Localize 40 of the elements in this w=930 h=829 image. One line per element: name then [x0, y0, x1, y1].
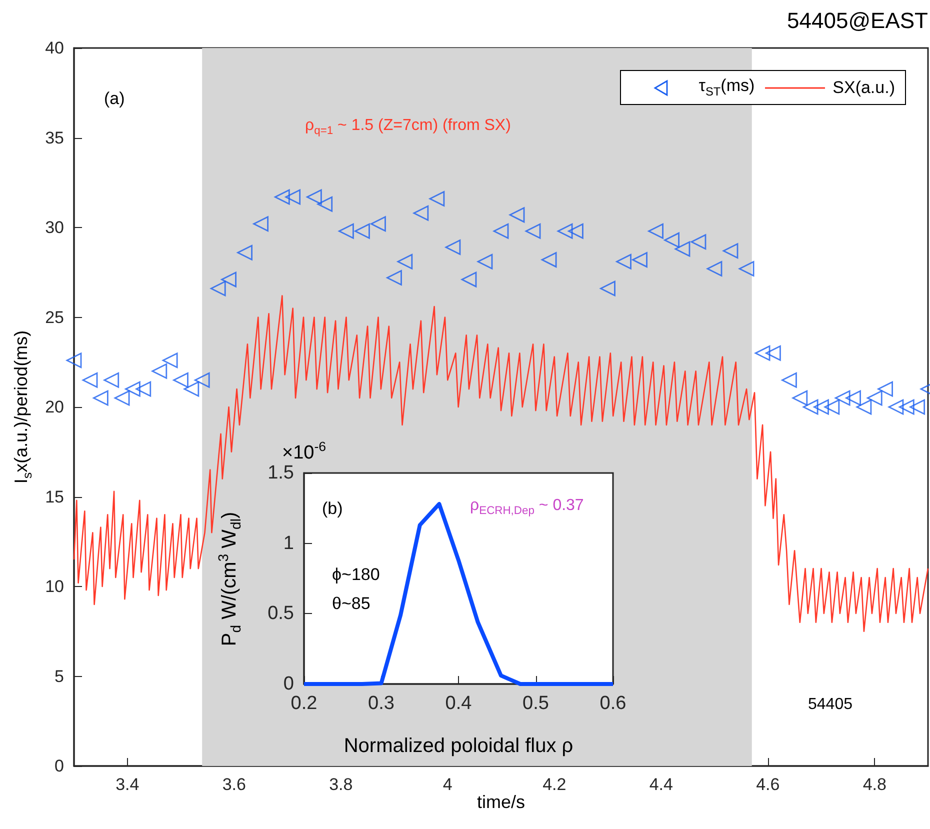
x-tick-label: 0.6 — [600, 693, 626, 714]
annotation: ρ$_{q=1}$ ~ 1.5 (Z=7cm) (from SX) — [305, 117, 511, 138]
annotation: θ~85 — [332, 594, 370, 613]
line-series — [73, 295, 929, 632]
x-tick-label: 4.8 — [862, 775, 886, 794]
annotation: ×10$^{-6}$ — [282, 439, 326, 464]
annotation: 54405 — [808, 696, 852, 713]
x-tick-label: 4 — [442, 775, 452, 794]
x-tick-label: 0.4 — [445, 693, 472, 714]
x-tick-label: 0.5 — [522, 693, 549, 714]
y-tick-label: 1.5 — [268, 462, 294, 484]
y-tick-label: 30 — [45, 218, 64, 237]
y-tick-label: 0.5 — [268, 603, 294, 624]
legend-label: SX(a.u.) — [832, 78, 895, 98]
y-tick-label: 1 — [283, 532, 294, 554]
legend-label: τ$_{ST}$(ms) — [698, 76, 755, 98]
x-tick-label: 0.2 — [290, 693, 318, 714]
x-tick-label: 4.4 — [649, 775, 673, 794]
x-tick-label: 0.3 — [368, 693, 394, 714]
annotation: ϕ~180 — [332, 565, 380, 584]
y-tick-label: 15 — [45, 487, 64, 506]
y-tick-label: 35 — [45, 128, 64, 148]
x-tick-label: 3.8 — [329, 775, 353, 794]
y-tick-label: 40 — [45, 38, 64, 58]
x-tick-label: 4.6 — [756, 775, 780, 794]
y-tick-label: 0 — [54, 756, 64, 776]
annotation: (b) — [322, 499, 343, 518]
annotation: (a) — [104, 89, 125, 108]
x-axis-title: Normalized poloidal flux ρ — [344, 735, 574, 757]
y-tick-label: 25 — [45, 308, 64, 327]
x-axis-title: time/s — [476, 792, 526, 812]
y-tick-label: 0 — [283, 674, 294, 694]
y-tick-label: 10 — [45, 577, 64, 596]
x-tick-label: 3.4 — [116, 775, 140, 794]
x-tick-label: 3.6 — [222, 775, 246, 794]
x-tick-label: 4.2 — [542, 775, 566, 794]
y-tick-label: 20 — [45, 398, 64, 416]
chart-title: 54405@EAST — [787, 8, 928, 33]
annotation: ρ$_{ECRH,Dep}$ ~ 0.37 — [470, 497, 584, 518]
y-tick-label: 5 — [54, 666, 64, 686]
